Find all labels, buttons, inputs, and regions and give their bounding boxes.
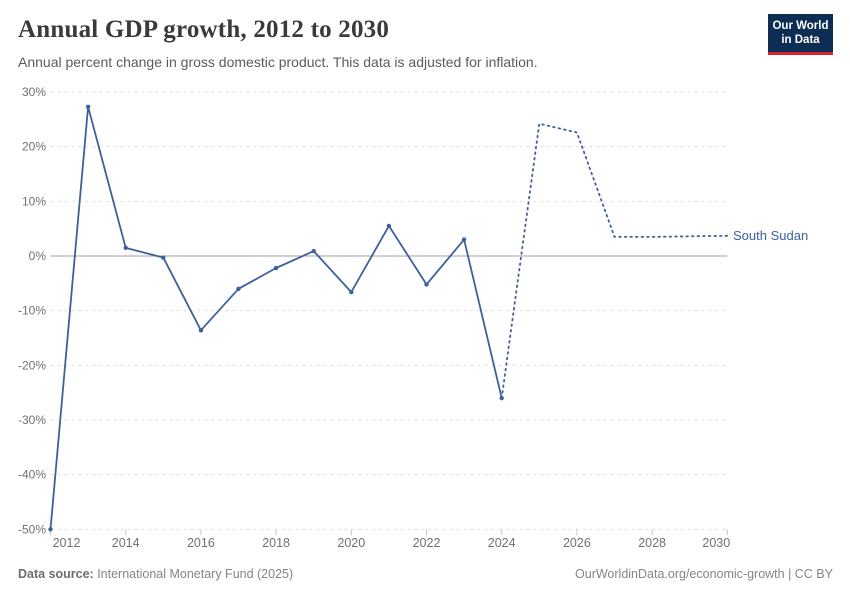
y-axis-label: 20% xyxy=(22,140,46,154)
data-source-text: International Monetary Fund (2025) xyxy=(93,567,294,581)
y-axis-label: -40% xyxy=(18,468,46,482)
data-source-label: Data source: xyxy=(18,567,94,581)
x-axis-label: 2018 xyxy=(262,536,290,550)
owid-logo[interactable]: Our World in Data xyxy=(768,14,833,55)
data-source: Data source: International Monetary Fund… xyxy=(18,567,293,581)
x-axis-label: 2012 xyxy=(53,536,81,550)
x-axis-label: 2026 xyxy=(563,536,591,550)
x-axis-label: 2024 xyxy=(488,536,516,550)
series-label-south-sudan[interactable]: South Sudan xyxy=(733,227,809,243)
y-axis-label: -50% xyxy=(18,522,46,536)
data-point-marker xyxy=(499,395,504,401)
chart-subtitle: Annual percent change in gross domestic … xyxy=(18,54,538,70)
data-point-marker xyxy=(85,104,91,109)
series-line-solid xyxy=(49,105,503,530)
data-point-marker xyxy=(311,248,316,254)
page-title: Annual GDP growth, 2012 to 2030 xyxy=(18,16,390,43)
x-axis-label: 2028 xyxy=(638,536,666,550)
chart-footer: Data source: International Monetary Fund… xyxy=(18,567,833,581)
y-axis-label: -30% xyxy=(18,413,46,427)
data-point-marker xyxy=(349,289,354,295)
owid-logo-line1: Our World xyxy=(772,20,829,32)
x-axis-label: 2020 xyxy=(337,536,365,550)
y-axis-label: -10% xyxy=(18,304,46,318)
data-point-marker xyxy=(236,286,241,291)
series-line-projection xyxy=(500,122,729,399)
y-axis-label: 30% xyxy=(22,85,46,99)
data-point-marker xyxy=(198,328,204,333)
owid-cc-link[interactable]: OurWorldinData.org/economic-growth | CC … xyxy=(575,567,833,581)
y-axis-label: 0% xyxy=(29,249,47,263)
y-axis-label: 10% xyxy=(22,194,46,208)
data-point-marker xyxy=(161,255,166,260)
data-point-marker xyxy=(386,223,392,229)
x-axis-label: 2022 xyxy=(413,536,441,550)
data-point-marker xyxy=(123,245,128,251)
x-axis-label: 2016 xyxy=(187,536,215,550)
data-point-marker xyxy=(273,265,279,271)
x-axis-label: 2030 xyxy=(702,536,730,550)
y-axis-label: -20% xyxy=(18,358,46,372)
data-point-marker xyxy=(424,282,429,287)
x-axis-label: 2014 xyxy=(112,536,140,550)
data-point-marker xyxy=(48,527,53,532)
data-point-marker xyxy=(461,237,467,242)
owid-logo-line2: in Data xyxy=(781,34,820,47)
